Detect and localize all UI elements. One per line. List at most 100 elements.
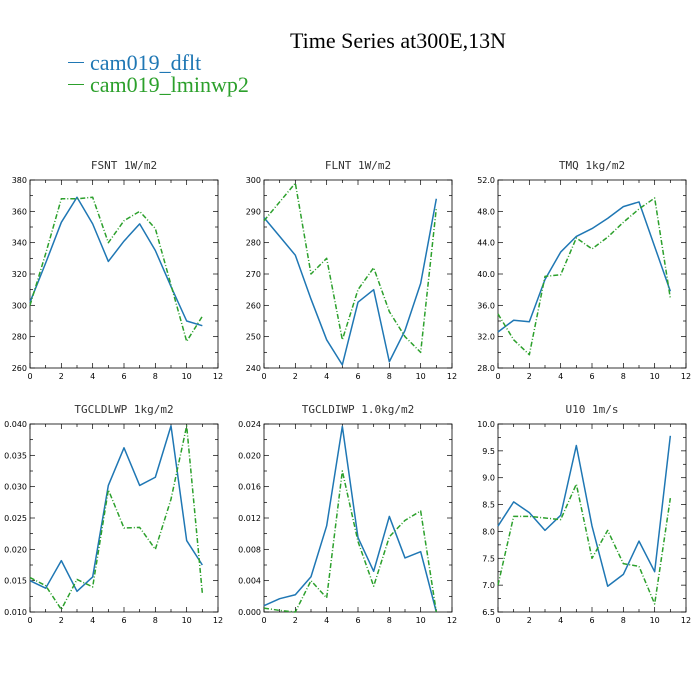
chart-panel-5: U10 1m/s 0 2 4 6 8 10 12 6.5 7.0 7.5 8.0 8.5 9.0 9.5 10…	[477, 403, 691, 625]
y-tick-label: 9.0	[482, 474, 495, 483]
series-line-dflt	[497, 435, 672, 587]
x-tick-label: 6	[589, 616, 594, 625]
x-tick-label: 2	[293, 372, 298, 381]
y-tick-label: 250	[246, 333, 261, 342]
y-tick-label: 0.016	[238, 483, 261, 492]
legend-line-dflt	[68, 62, 84, 64]
y-tick-label: 44.0	[477, 239, 495, 248]
y-tick-label: 28.0	[477, 364, 495, 373]
x-tick-label: 6	[121, 372, 126, 381]
x-tick-label: 8	[387, 372, 392, 381]
x-tick-label: 0	[261, 616, 266, 625]
plot-frame	[497, 423, 687, 613]
x-tick-label: 12	[213, 616, 223, 625]
y-tick-label: 290	[246, 207, 261, 216]
x-tick-label: 10	[182, 372, 192, 381]
x-tick-label: 2	[59, 616, 64, 625]
x-tick-label: 4	[558, 616, 563, 625]
y-tick-label: 240	[246, 364, 261, 373]
series-line-dflt	[263, 425, 438, 613]
x-tick-label: 6	[589, 372, 594, 381]
x-tick-label: 10	[650, 372, 660, 381]
x-tick-label: 2	[527, 616, 532, 625]
x-tick-label: 10	[416, 616, 426, 625]
series-line-dflt	[29, 425, 203, 593]
x-tick-label: 8	[153, 372, 158, 381]
x-tick-label: 10	[416, 372, 426, 381]
plot-frame	[263, 423, 453, 613]
x-tick-label: 4	[90, 372, 95, 381]
panel-title: FSNT 1W/m2	[91, 159, 157, 172]
x-tick-label: 4	[324, 616, 329, 625]
series-line-lminwp2	[263, 470, 438, 613]
x-tick-label: 0	[261, 372, 266, 381]
y-tick-label: 48.0	[477, 207, 495, 216]
x-tick-label: 4	[558, 372, 563, 381]
panel-title: TGCLDLWP 1kg/m2	[74, 403, 173, 416]
chart-panel-3: TGCLDLWP 1kg/m2 0 2 4 6 8 10 12 0.010 0.015 0.020 0…	[4, 403, 223, 625]
x-tick-label: 12	[681, 616, 691, 625]
x-tick-label: 2	[527, 372, 532, 381]
y-tick-label: 300	[12, 301, 27, 310]
x-tick-label: 4	[324, 372, 329, 381]
chart-panel-4: TGCLDIWP 1.0kg/m2 0 2 4 6 8 10 12 0.000 0.004 0.00…	[238, 403, 457, 625]
x-tick-label: 8	[621, 372, 626, 381]
legend-label-dflt: cam019_dflt	[90, 50, 202, 75]
x-tick-label: 8	[387, 616, 392, 625]
legend-line-lminwp2	[68, 84, 84, 86]
y-tick-label: 7.5	[482, 554, 495, 563]
x-tick-label: 4	[90, 616, 95, 625]
chart-panel-2: TMQ 1kg/m2 0 2 4 6 8 10 12 28.0 32.0 36.0 40.0 44.0 4…	[477, 159, 691, 381]
plot-frame	[497, 179, 687, 369]
y-tick-label: 0.020	[238, 451, 261, 460]
y-tick-label: 300	[246, 176, 261, 185]
y-tick-label: 380	[12, 176, 27, 185]
y-tick-label: 0.015	[4, 577, 27, 586]
y-tick-label: 8.0	[482, 527, 495, 536]
x-tick-label: 12	[447, 616, 457, 625]
x-tick-label: 6	[121, 616, 126, 625]
y-tick-label: 0.040	[4, 420, 27, 429]
y-tick-label: 10.0	[477, 420, 495, 429]
plot-frame	[263, 179, 453, 369]
x-tick-label: 2	[293, 616, 298, 625]
y-tick-label: 0.025	[4, 514, 27, 523]
y-tick-label: 8.5	[482, 501, 495, 510]
y-tick-label: 0.008	[238, 545, 261, 554]
y-tick-label: 0.004	[238, 577, 261, 586]
x-tick-label: 8	[153, 616, 158, 625]
x-tick-label: 12	[447, 372, 457, 381]
x-tick-label: 10	[182, 616, 192, 625]
x-tick-label: 8	[621, 616, 626, 625]
y-tick-label: 360	[12, 207, 27, 216]
panel-title: FLNT 1W/m2	[325, 159, 391, 172]
y-tick-label: 0.024	[238, 420, 261, 429]
y-tick-label: 9.5	[482, 447, 495, 456]
y-tick-label: 32.0	[477, 333, 495, 342]
x-tick-label: 12	[681, 372, 691, 381]
x-tick-label: 0	[27, 372, 32, 381]
y-tick-label: 0.010	[4, 608, 27, 617]
series-line-dflt	[263, 198, 438, 366]
chart-panel-0: FSNT 1W/m2 0 2 4 6 8 10 12 260 280 300 320 340 360 380	[12, 159, 223, 381]
x-tick-label: 6	[355, 616, 360, 625]
y-tick-label: 340	[12, 239, 27, 248]
panel-title: U10 1m/s	[566, 403, 619, 416]
panel-title: TGCLDIWP 1.0kg/m2	[302, 403, 415, 416]
y-tick-label: 0.035	[4, 451, 27, 460]
y-tick-label: 40.0	[477, 270, 495, 279]
y-tick-label: 0.000	[238, 608, 261, 617]
series-line-lminwp2	[29, 425, 204, 611]
panel-title: TMQ 1kg/m2	[559, 159, 625, 172]
series-line-lminwp2	[497, 197, 672, 356]
y-tick-label: 0.030	[4, 483, 27, 492]
x-tick-label: 2	[59, 372, 64, 381]
x-tick-label: 12	[213, 372, 223, 381]
x-tick-label: 0	[495, 616, 500, 625]
x-tick-label: 0	[495, 372, 500, 381]
y-tick-label: 7.0	[482, 581, 495, 590]
series-line-lminwp2	[29, 196, 203, 343]
x-tick-label: 10	[650, 616, 660, 625]
series-line-lminwp2	[497, 483, 672, 605]
